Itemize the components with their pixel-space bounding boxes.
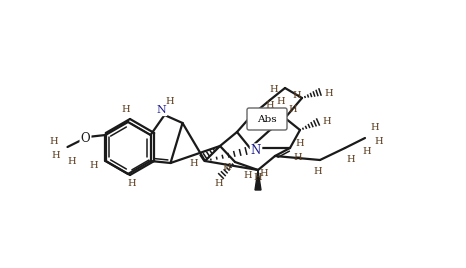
FancyBboxPatch shape xyxy=(247,108,287,130)
Text: H: H xyxy=(254,173,262,183)
Text: H: H xyxy=(49,137,58,147)
Text: H: H xyxy=(314,168,322,177)
Text: H: H xyxy=(215,180,223,188)
Text: H: H xyxy=(128,180,137,188)
Polygon shape xyxy=(255,170,261,190)
Text: H: H xyxy=(122,106,130,114)
Text: H: H xyxy=(89,161,98,169)
Text: H: H xyxy=(322,117,331,126)
Text: N: N xyxy=(251,144,261,158)
Text: H: H xyxy=(289,106,297,114)
Text: H: H xyxy=(296,140,304,148)
Text: H: H xyxy=(260,169,268,178)
Text: H: H xyxy=(51,151,60,159)
Text: H: H xyxy=(347,155,355,165)
Text: H: H xyxy=(293,91,302,100)
Text: H: H xyxy=(244,172,252,181)
Text: Abs: Abs xyxy=(257,114,277,124)
Text: H: H xyxy=(266,102,274,110)
Text: H: H xyxy=(363,147,371,157)
Text: H: H xyxy=(277,96,285,106)
Text: H: H xyxy=(67,157,76,166)
Text: H: H xyxy=(165,98,174,106)
Text: H: H xyxy=(375,137,384,147)
Text: H: H xyxy=(190,159,199,169)
Text: H: H xyxy=(370,124,379,132)
Text: H: H xyxy=(270,85,278,95)
Text: O: O xyxy=(81,132,90,144)
Text: H: H xyxy=(325,88,333,98)
Text: N: N xyxy=(157,105,166,115)
Text: H: H xyxy=(294,154,302,162)
Text: H: H xyxy=(223,163,231,173)
